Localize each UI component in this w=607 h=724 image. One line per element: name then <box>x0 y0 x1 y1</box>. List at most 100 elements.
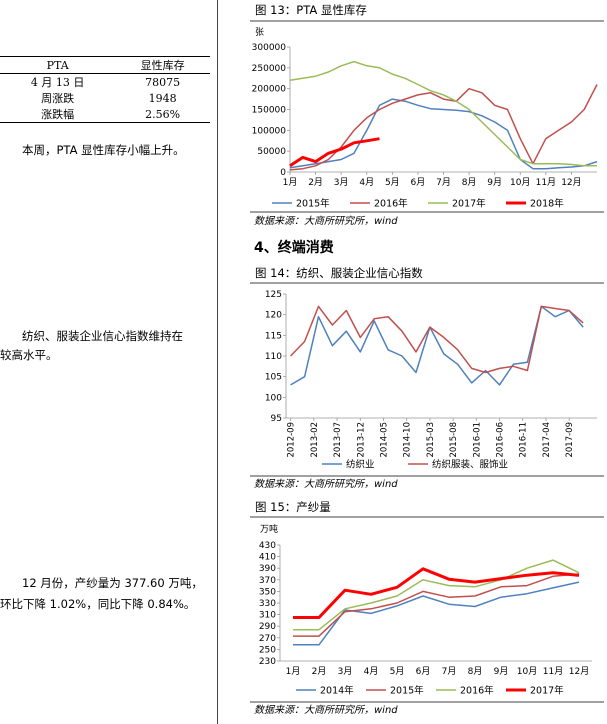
y-tick-label: 200000 <box>252 85 287 95</box>
series-line <box>289 137 380 168</box>
table-wrap: PTA 显性库存 4 月 13 日 78075 周涨跌 1948 涨跌幅 2.56% <box>0 56 210 123</box>
y-tick-label: 430 <box>259 541 276 551</box>
source: 数据来源：大商所研究所，wind <box>254 478 398 490</box>
legend-label: 纺织服装、服饰业 <box>432 459 508 471</box>
y-tick-label: 230 <box>259 657 276 667</box>
y-tick-label: 100000 <box>252 126 287 136</box>
table-row: 周涨跌 1948 <box>0 90 210 106</box>
series-line <box>293 573 580 637</box>
y-unit: 张 <box>255 27 264 38</box>
legend-label: 2015年 <box>390 685 424 697</box>
x-tick-label: 9月 <box>494 666 509 677</box>
y-tick-label: 410 <box>259 553 276 563</box>
y-tick-label: 250 <box>259 645 276 655</box>
table-row: 涨跌幅 2.56% <box>0 106 210 123</box>
series-line <box>293 559 580 631</box>
cell: 1948 <box>148 91 177 105</box>
y-tick-label: 105 <box>265 373 282 383</box>
x-tick-label: 6月 <box>411 177 426 188</box>
legend-label: 纺织业 <box>346 459 375 471</box>
y-tick-label: 370 <box>259 576 276 586</box>
y-tick-label: 95 <box>271 414 282 424</box>
y-tick-label: 0 <box>280 168 286 178</box>
x-tick-label: 2015-08 <box>449 422 459 458</box>
y-tick-label: 100 <box>265 393 282 403</box>
x-tick-label: 4月 <box>359 177 374 188</box>
x-tick-label: 11月 <box>536 177 556 188</box>
x-tick-label: 2013-07 <box>333 422 343 458</box>
x-tick-label: 11月 <box>543 666 563 677</box>
series-line <box>289 60 597 167</box>
y-tick-label: 150000 <box>252 106 287 116</box>
legend-label: 2015年 <box>296 198 330 210</box>
x-tick-label: 2月 <box>308 177 323 188</box>
x-tick-label: 2月 <box>312 666 327 677</box>
cell: 4 月 13 日 <box>30 76 85 89</box>
note-line: 12 月份，产纱量为 377.60 万吨， <box>22 576 203 590</box>
x-tick-label: 5月 <box>385 177 400 188</box>
x-tick-label: 12月 <box>561 177 581 188</box>
source: 数据来源：大商所研究所，wind <box>254 215 398 227</box>
pta-table: PTA 显性库存 4 月 13 日 78075 周涨跌 1948 涨跌幅 2.56% <box>0 56 210 123</box>
y-tick-label: 350 <box>259 587 276 597</box>
y-tick-label: 120 <box>265 311 282 321</box>
source: 数据来源：大商所研究所，wind <box>254 704 398 716</box>
cell: 周涨跌 <box>41 92 75 105</box>
x-tick-label: 6月 <box>416 666 431 677</box>
series-line <box>293 567 580 619</box>
x-tick-label: 7月 <box>436 177 451 188</box>
x-tick-label: 5月 <box>390 666 405 677</box>
section-heading: 4、终端消费 <box>254 239 334 256</box>
y-unit: 万吨 <box>260 523 278 535</box>
legend-label: 2016年 <box>460 685 494 697</box>
x-tick-label: 10月 <box>510 177 530 188</box>
series-line <box>289 84 598 171</box>
series-line <box>289 98 598 170</box>
x-tick-label: 3月 <box>334 177 349 188</box>
note-line: 纺织、服装企业信心指数维持在 <box>22 329 183 343</box>
x-tick-label: 10月 <box>517 666 537 677</box>
figure-title: 图 14：纺织、服装企业信心指数 <box>255 266 423 280</box>
x-tick-label: 2013-02 <box>310 422 320 458</box>
table-header: PTA 显性库存 <box>0 57 210 74</box>
legend-label: 2016年 <box>374 198 408 210</box>
cell: 78075 <box>145 75 181 89</box>
x-tick-label: 7月 <box>442 666 457 677</box>
x-tick-label: 12月 <box>569 666 589 677</box>
y-tick-label: 50000 <box>257 147 286 157</box>
y-tick-label: 310 <box>259 611 276 621</box>
y-tick-label: 125 <box>265 290 282 300</box>
y-tick-label: 250000 <box>252 64 287 74</box>
legend-label: 2018年 <box>530 198 564 210</box>
x-tick-label: 2014-10 <box>403 422 413 458</box>
y-tick-label: 110 <box>265 352 282 362</box>
x-tick-label: 2014-05 <box>379 422 389 458</box>
x-tick-label: 2012-09 <box>287 422 297 458</box>
legend-label: 2017年 <box>530 685 564 697</box>
x-tick-label: 2017-09 <box>565 422 575 458</box>
x-tick-label: 8月 <box>462 177 477 188</box>
x-tick-label: 2017-04 <box>542 422 552 458</box>
x-tick-label: 1月 <box>286 666 301 677</box>
y-tick-label: 300000 <box>252 43 287 53</box>
x-tick-label: 3月 <box>338 666 353 677</box>
legend-label: 2017年 <box>452 198 486 210</box>
x-tick-label: 8月 <box>468 666 483 677</box>
series-line <box>290 305 584 374</box>
cell: 涨跌幅 <box>41 108 75 121</box>
series-line <box>293 581 580 646</box>
cell: 2.56% <box>145 107 181 121</box>
figure-title: 图 15：产纱量 <box>255 500 331 514</box>
y-tick-label: 330 <box>259 599 276 609</box>
y-tick-label: 390 <box>259 564 276 574</box>
x-tick-label: 9月 <box>487 177 502 188</box>
x-tick-label: 2016-06 <box>496 422 506 458</box>
x-tick-label: 1月 <box>283 177 298 188</box>
note-line: 较高水平。 <box>0 348 58 362</box>
table-row: 4 月 13 日 78075 <box>0 74 210 91</box>
x-tick-label: 2016-11 <box>519 422 529 458</box>
note-line: 环比下降 1.02%，同比下降 0.84%。 <box>0 597 196 611</box>
x-tick-label: 2013-12 <box>356 422 366 458</box>
